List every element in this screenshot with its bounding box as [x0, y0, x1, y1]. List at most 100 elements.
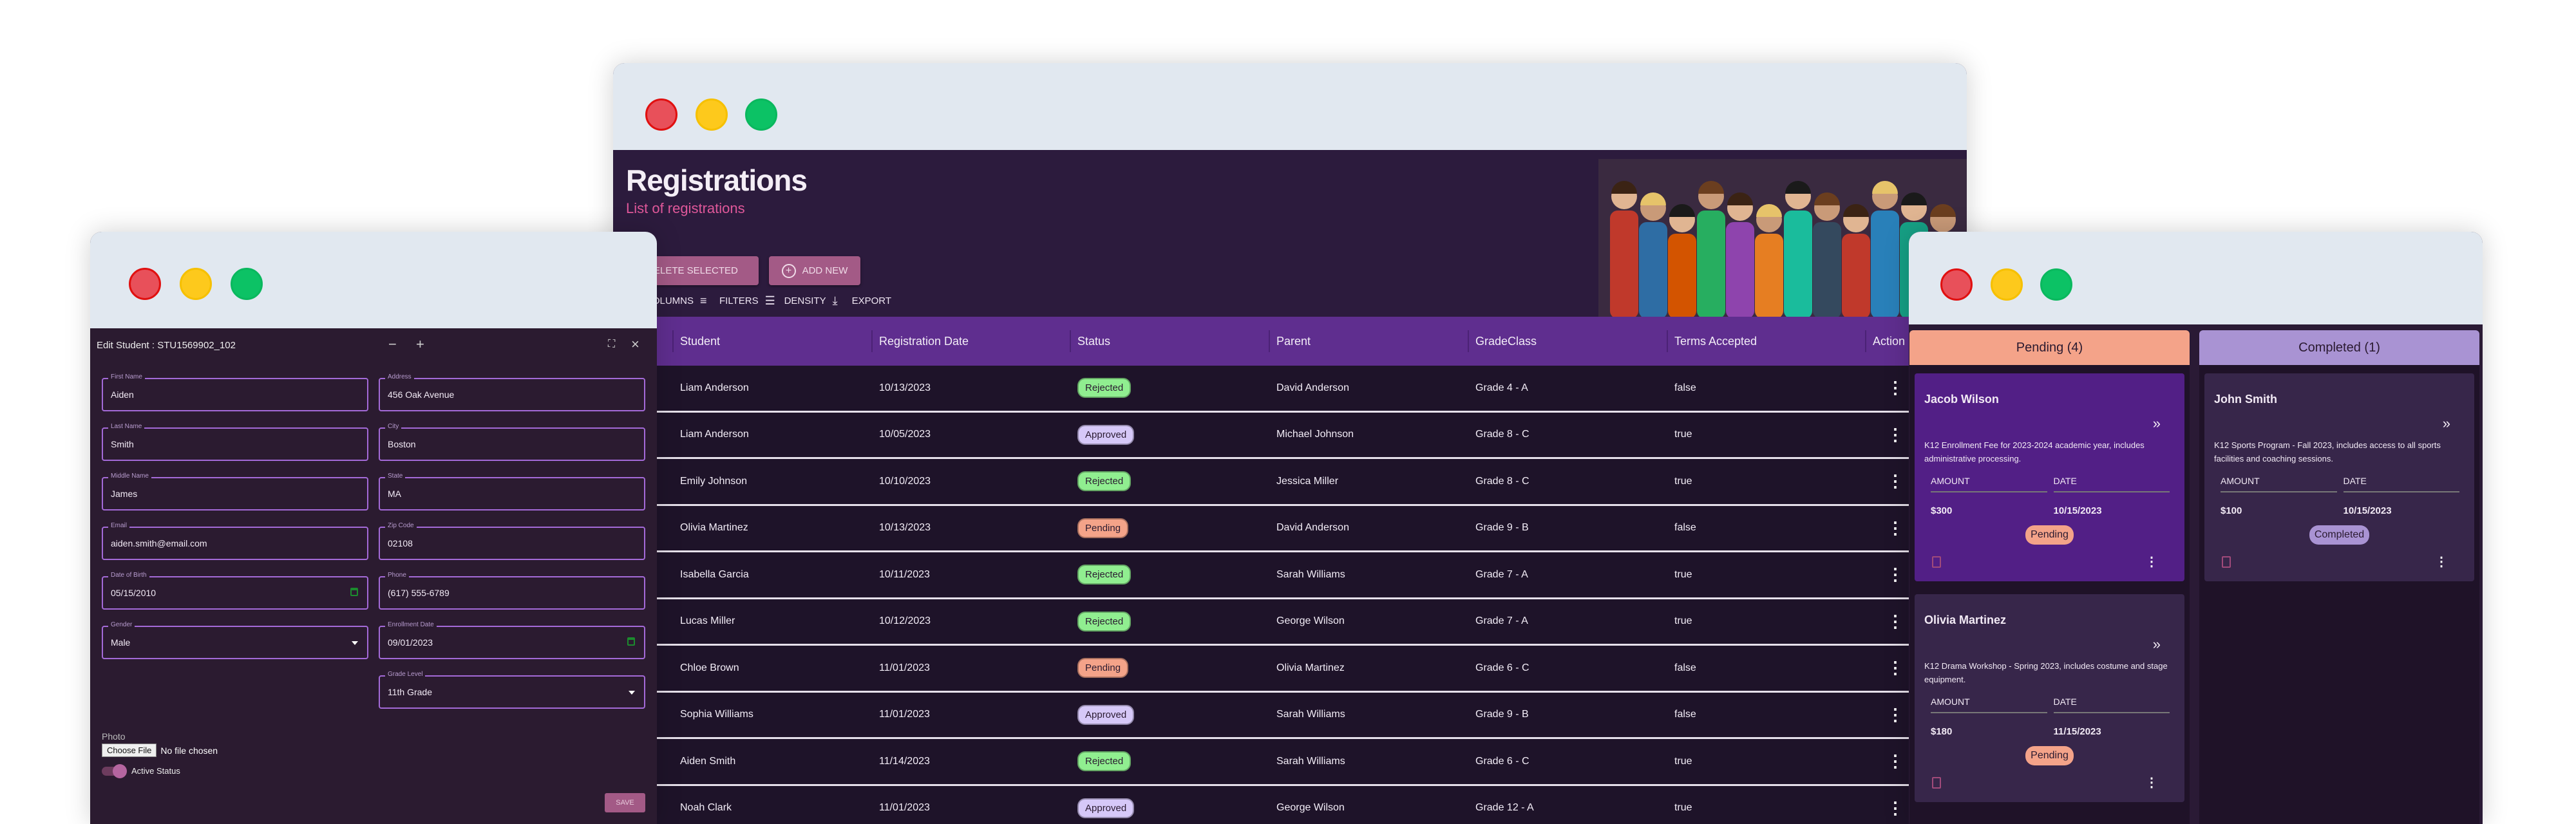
date-cell: 11/01/2023	[879, 662, 930, 673]
status-badge: Pending	[1077, 658, 1129, 679]
payment-card[interactable]: John Smith » K12 Sports Program - Fall 202…	[2204, 373, 2474, 581]
table-row[interactable]: Aiden Smith 11/14/2023 Rejected Sarah Willi…	[613, 739, 1967, 786]
table-row[interactable]: Olivia Martinez 10/13/2023 Pending David An…	[613, 506, 1967, 552]
middle-name-field[interactable]: Middle Name James	[102, 473, 368, 510]
grade-level-field[interactable]: Grade Level 11th Grade	[379, 671, 645, 709]
grade-cell: Grade 9 - B	[1475, 709, 1529, 720]
card-footer: ⋮	[1932, 554, 2158, 570]
column-header[interactable]: Status	[1070, 330, 1110, 352]
column-header[interactable]: Parent	[1269, 330, 1311, 352]
maximize-window-button[interactable]	[2040, 268, 2072, 301]
student-figure	[1610, 211, 1638, 319]
dropdown-arrow-icon[interactable]	[352, 641, 358, 645]
close-window-button[interactable]	[1940, 268, 1973, 301]
more-actions-icon[interactable]: ⋮	[1887, 565, 1904, 585]
student-cell: Liam Anderson	[680, 429, 749, 440]
more-actions-icon[interactable]: ⋮	[1887, 704, 1904, 724]
address-field[interactable]: Address 456 Oak Avenue	[379, 373, 645, 411]
select-checkbox[interactable]	[2222, 556, 2231, 568]
gender-field[interactable]: Gender Male	[102, 621, 368, 659]
calendar-icon[interactable]	[350, 588, 358, 596]
more-actions-icon[interactable]: ⋮	[1887, 518, 1904, 538]
table-row[interactable]: Noah Clark 11/01/2023 Approved George Wilso…	[613, 786, 1967, 824]
email-field[interactable]: Email aiden.smith@email.com	[102, 522, 368, 560]
maximize-window-button[interactable]	[231, 268, 263, 300]
column-header[interactable]: Action	[1865, 330, 1905, 352]
export-button[interactable]: EXPORT	[851, 295, 892, 306]
table-row[interactable]: Lucas Miller 10/12/2023 Rejected George Wil…	[613, 599, 1967, 646]
field-value: 05/15/2010	[111, 588, 156, 598]
more-actions-icon[interactable]: ⋮	[1887, 378, 1904, 398]
select-checkbox[interactable]	[1932, 776, 1941, 789]
dropdown-arrow-icon[interactable]	[629, 691, 635, 695]
more-actions-icon[interactable]: ⋮	[1887, 424, 1904, 444]
column-header[interactable]: GradeClass	[1468, 330, 1537, 352]
photo-label: Photo	[102, 731, 126, 742]
close-window-button[interactable]	[645, 98, 677, 131]
payment-card[interactable]: Jacob Wilson » K12 Enrollment Fee for 2023…	[1915, 373, 2184, 581]
density-button[interactable]: DENSITY	[784, 295, 826, 306]
table-row[interactable]: Sophia Williams 11/01/2023 Approved Sarah W…	[613, 693, 1967, 739]
minimize-window-button[interactable]	[180, 268, 212, 300]
close-window-button[interactable]	[129, 268, 161, 300]
minus-icon[interactable]: −	[388, 336, 397, 352]
choose-file-button[interactable]: Choose File	[102, 744, 157, 757]
table-row[interactable]: Liam Anderson 10/13/2023 Rejected David And…	[613, 366, 1967, 413]
minimize-window-button[interactable]	[696, 98, 728, 131]
select-checkbox[interactable]	[1932, 556, 1941, 568]
amount-value: $180	[1931, 726, 1953, 737]
close-icon[interactable]: ×	[631, 336, 639, 352]
table-row[interactable]: Emily Johnson 10/10/2023 Rejected Jessica M…	[613, 459, 1967, 506]
expand-chevron-icon[interactable]: »	[2152, 415, 2161, 431]
expand-chevron-icon[interactable]: »	[2442, 415, 2450, 431]
date-label: DATE	[2343, 476, 2459, 492]
calendar-icon[interactable]	[627, 637, 635, 646]
active-status-toggle[interactable]	[102, 763, 127, 778]
more-actions-icon[interactable]: ⋮	[1887, 611, 1904, 631]
expand-chevron-icon[interactable]: »	[2152, 636, 2161, 652]
payment-card[interactable]: Olivia Martinez » K12 Drama Workshop - Spr…	[1915, 594, 2184, 802]
plus-icon[interactable]: +	[416, 336, 424, 352]
maximize-window-button[interactable]	[745, 98, 777, 131]
fullscreen-icon[interactable]: ⛶	[608, 339, 616, 350]
add-new-button[interactable]: + ADD NEW	[769, 256, 860, 285]
more-actions-icon[interactable]: ⋮	[1887, 798, 1904, 818]
table-row[interactable]: Liam Anderson 10/05/2023 Approved Michael J…	[613, 413, 1967, 459]
window-titlebar	[1909, 232, 2483, 324]
more-actions-icon[interactable]: ⋮	[1887, 471, 1904, 491]
date-of-birth-field[interactable]: Date of Birth 05/15/2010	[102, 572, 368, 610]
columns-button[interactable]: COLUMNS	[645, 295, 694, 306]
state-field[interactable]: State MA	[379, 473, 645, 510]
more-actions-icon[interactable]: ⋮	[2145, 555, 2158, 569]
page-subtitle: List of registrations	[626, 200, 745, 216]
more-actions-icon[interactable]: ⋮	[2435, 555, 2448, 569]
student-figure	[1784, 211, 1812, 319]
save-button[interactable]: SAVE	[605, 793, 645, 812]
more-actions-icon[interactable]: ⋮	[1887, 658, 1904, 678]
column-header[interactable]: Student	[672, 330, 720, 352]
phone-field[interactable]: Phone (617) 555-6789	[379, 572, 645, 610]
column-header[interactable]: Terms Accepted	[1667, 330, 1757, 352]
grade-cell: Grade 8 - C	[1475, 429, 1530, 440]
parent-cell: Michael Johnson	[1276, 429, 1354, 440]
more-actions-icon[interactable]: ⋮	[2145, 776, 2158, 790]
enrollment-date-field[interactable]: Enrollment Date 09/01/2023	[379, 621, 645, 659]
student-cell: Aiden Smith	[680, 755, 736, 767]
card-name: Olivia Martinez	[1924, 613, 2007, 626]
terms-cell: true	[1674, 615, 1692, 627]
table-row[interactable]: Isabella Garcia 10/11/2023 Rejected Sarah W…	[613, 552, 1967, 599]
filters-button[interactable]: FILTERS	[719, 295, 759, 306]
field-label: City	[385, 423, 402, 430]
column-header[interactable]: Registration Date	[871, 330, 969, 352]
minimize-window-button[interactable]	[1991, 268, 2023, 301]
more-actions-icon[interactable]: ⋮	[1887, 751, 1904, 771]
table-row[interactable]: Chloe Brown 11/01/2023 Pending Olivia Marti…	[613, 646, 1967, 693]
window-titlebar	[90, 232, 657, 328]
first-name-field[interactable]: First Name Aiden	[102, 373, 368, 411]
last-name-field[interactable]: Last Name Smith	[102, 423, 368, 461]
city-field[interactable]: City Boston	[379, 423, 645, 461]
terms-cell: false	[1674, 709, 1696, 720]
date-cell: 10/13/2023	[879, 382, 931, 393]
zip-code-field[interactable]: Zip Code 02108	[379, 522, 645, 560]
date-column: DATE 10/15/2023	[2343, 476, 2459, 516]
